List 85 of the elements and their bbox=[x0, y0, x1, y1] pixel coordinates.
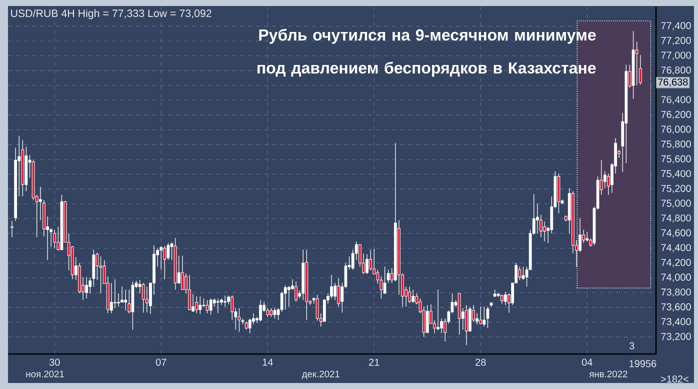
y-tick-label: 77,200 bbox=[661, 36, 691, 46]
y-tick-label: 75,600 bbox=[661, 155, 691, 164]
candlestick bbox=[412, 289, 415, 304]
candlestick bbox=[188, 274, 191, 311]
x-tick-label: 07 bbox=[156, 358, 166, 366]
candlestick bbox=[522, 266, 525, 280]
y-tick-label: 73,800 bbox=[661, 288, 691, 297]
candlestick bbox=[224, 295, 226, 307]
candlestick bbox=[120, 286, 124, 303]
y-tick-label: 75,200 bbox=[661, 184, 691, 194]
y-tick-label: 73,600 bbox=[661, 303, 691, 312]
candlestick bbox=[536, 203, 539, 234]
y-tick-label: 73,400 bbox=[661, 318, 691, 326]
candlestick bbox=[180, 255, 184, 290]
candlestick bbox=[145, 286, 148, 313]
x-tick-label: 21 bbox=[369, 358, 380, 366]
y-tick-label: 74,200 bbox=[661, 258, 691, 268]
candlestick bbox=[53, 229, 56, 249]
y-tick-label: 76,800 bbox=[661, 66, 691, 75]
candlestick bbox=[259, 300, 262, 322]
candlestick bbox=[160, 246, 163, 270]
y-tick-label: 75,000 bbox=[661, 200, 691, 208]
candlestick bbox=[337, 278, 340, 307]
y-tick-label: 73,200 bbox=[661, 332, 691, 342]
candlestick bbox=[284, 284, 287, 310]
candlestick bbox=[110, 282, 113, 314]
candlestick bbox=[85, 276, 88, 299]
y-tick-label: 74,400 bbox=[661, 244, 691, 252]
candlestick bbox=[486, 306, 490, 328]
text: Рубль очутился на 9-месячном минимуме под давлением беспорядков в Казахстане bbox=[258, 28, 596, 77]
candlestick bbox=[216, 298, 220, 314]
annotation: 3 bbox=[629, 342, 634, 350]
text: дек.2021 bbox=[302, 370, 340, 380]
candlestick bbox=[238, 308, 241, 332]
candlestick bbox=[209, 298, 212, 316]
candlestick bbox=[383, 266, 386, 294]
y-tick-label: 76,400 bbox=[661, 96, 691, 104]
candlestick bbox=[366, 254, 368, 274]
x-tick-label: 30 bbox=[49, 358, 60, 366]
candlestick bbox=[294, 281, 298, 302]
candlestick bbox=[230, 295, 234, 320]
candlestick bbox=[206, 300, 209, 314]
candlestick bbox=[114, 278, 116, 308]
candlestick bbox=[426, 304, 429, 334]
candlestick bbox=[408, 286, 412, 304]
candlestick bbox=[543, 221, 546, 242]
x-tick-label: 28 bbox=[476, 358, 486, 366]
chart-subtitle: USD/RUB 4H High = 77,333 Low = 73,092 bbox=[11, 9, 212, 20]
candlestick bbox=[195, 296, 198, 314]
y-tick-label: 75,400 bbox=[661, 170, 691, 178]
text: 76,638 bbox=[658, 78, 688, 87]
y-tick-label: 74,800 bbox=[661, 214, 691, 223]
text: ноя.2021 bbox=[26, 370, 64, 378]
y-tick-label: 77,000 bbox=[661, 52, 691, 60]
candlestick bbox=[10, 220, 14, 238]
candlestick bbox=[464, 304, 468, 346]
y-tick-label: 77,400 bbox=[661, 22, 691, 30]
y-tick-label: 74,600 bbox=[661, 229, 691, 238]
text: >182< bbox=[661, 375, 688, 383]
candlestick bbox=[142, 282, 145, 313]
text: 19956 bbox=[630, 360, 656, 368]
candlestick bbox=[482, 306, 486, 327]
x-tick-label: 14 bbox=[262, 358, 273, 366]
candlestick bbox=[479, 306, 482, 325]
candlestick bbox=[124, 289, 128, 311]
candlestick bbox=[163, 246, 166, 280]
candlestick bbox=[635, 41, 638, 86]
candlestick bbox=[504, 292, 507, 306]
candlestick bbox=[198, 296, 202, 314]
y-tick-label: 74,000 bbox=[661, 274, 691, 282]
y-tick-label: 75,800 bbox=[661, 140, 691, 149]
candlestick bbox=[638, 54, 642, 86]
candlestick bbox=[586, 232, 589, 242]
candlestick bbox=[99, 256, 102, 294]
x-tick-label: 04 bbox=[582, 358, 592, 366]
candlestick bbox=[117, 292, 120, 307]
candlestick bbox=[369, 249, 372, 271]
candlestick bbox=[518, 266, 522, 280]
candlestick bbox=[252, 312, 255, 325]
text: янв.2022 bbox=[589, 370, 628, 378]
candlestick bbox=[128, 289, 131, 314]
candlestick bbox=[436, 289, 440, 331]
candlestick bbox=[273, 308, 276, 319]
y-tick-label: 76,200 bbox=[661, 110, 691, 120]
y-tick-label: 76,000 bbox=[661, 126, 691, 134]
